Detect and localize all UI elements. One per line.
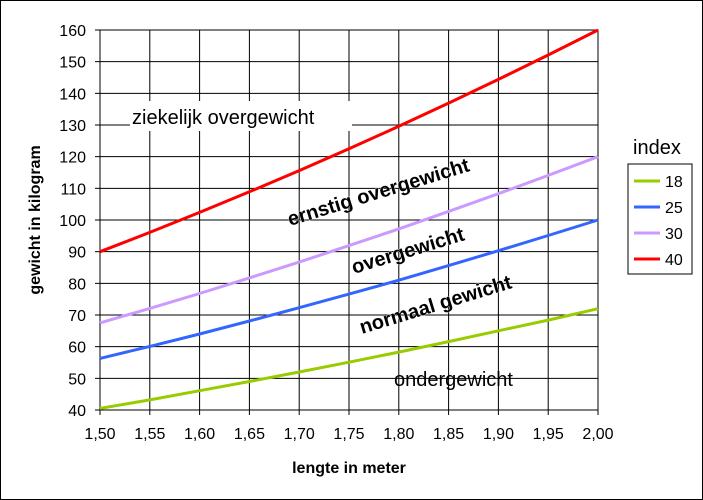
series-line-18 xyxy=(99,307,599,410)
x-tick-label: 1,95 xyxy=(533,426,564,443)
y-tick-label: 50 xyxy=(68,371,86,388)
legend-label-25: 25 xyxy=(665,200,683,217)
legend: 18 25 30 40 xyxy=(634,174,683,269)
x-tick-label: 1,70 xyxy=(284,426,315,443)
annotation-obese: ziekelijk overgewicht xyxy=(132,107,315,129)
y-tick-label: 100 xyxy=(59,213,86,230)
series-line-25 xyxy=(99,218,599,360)
legend-label-40: 40 xyxy=(665,252,683,269)
x-tick-labels: 1,50 1,55 1,60 1,65 1,70 1,75 1,80 1,85 1,90 1,95… xyxy=(84,426,613,443)
annotation-obese-bg xyxy=(130,101,352,131)
y-tick-label: 80 xyxy=(68,276,86,293)
x-tick-label: 1,65 xyxy=(234,426,265,443)
y-tick-label: 60 xyxy=(68,340,86,357)
x-tick-label: 1,60 xyxy=(184,426,215,443)
y-tick-label: 90 xyxy=(68,245,86,262)
x-tick-label: 1,80 xyxy=(383,426,414,443)
legend-label-18: 18 xyxy=(665,174,683,191)
y-tick-label: 120 xyxy=(59,150,86,167)
legend-label-30: 30 xyxy=(665,226,683,243)
series-lines xyxy=(99,28,599,410)
y-tick-label: 130 xyxy=(59,118,86,135)
y-tick-labels: 40 50 60 70 80 90 100 110 120 130 140 150 160 xyxy=(59,23,86,420)
grid xyxy=(95,29,599,415)
series-line-30 xyxy=(99,155,599,325)
y-axis-title: gewicht in kilogram xyxy=(27,145,44,294)
legend-title: index xyxy=(633,137,681,159)
y-tick-label: 160 xyxy=(59,23,86,40)
annotation-under: ondergewicht xyxy=(394,369,513,391)
y-tick-label: 70 xyxy=(68,308,86,325)
x-tick-label: 2,00 xyxy=(582,426,613,443)
x-tick-label: 1,85 xyxy=(433,426,464,443)
y-tick-label: 140 xyxy=(59,86,86,103)
y-tick-label: 40 xyxy=(68,403,86,420)
x-tick-label: 1,50 xyxy=(84,426,115,443)
x-tick-label: 1,55 xyxy=(134,426,165,443)
series-line-40 xyxy=(99,28,599,254)
x-tick-label: 1,90 xyxy=(483,426,514,443)
y-tick-label: 150 xyxy=(59,55,86,72)
x-tick-label: 1,75 xyxy=(333,426,364,443)
y-tick-label: 110 xyxy=(60,181,86,198)
x-axis-title: lengte in meter xyxy=(292,460,406,477)
